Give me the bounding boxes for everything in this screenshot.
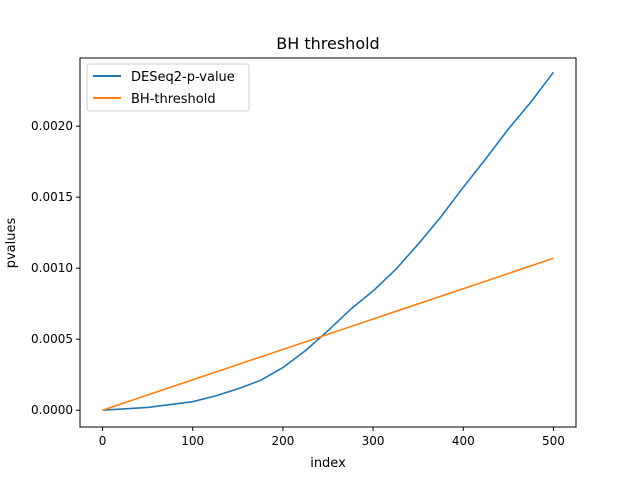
- series-line-1: [102, 257, 554, 411]
- y-tick-label: 0.0015: [31, 190, 73, 204]
- x-tick-label: 0: [99, 434, 107, 448]
- y-tick-label: 0.0010: [31, 261, 73, 275]
- x-tick-label: 200: [271, 434, 294, 448]
- x-tick-label: 100: [181, 434, 204, 448]
- axes-frame: [79, 57, 577, 428]
- x-tick-label: 300: [362, 434, 385, 448]
- y-axis: 0.0000 0.0005 0.0010 0.0015 0.0020: [31, 119, 80, 417]
- x-axis-label: index: [310, 456, 346, 471]
- legend: DESeq2-p-value BH-threshold: [86, 63, 250, 112]
- x-tick-label: 500: [542, 434, 565, 448]
- y-tick-label: 0.0020: [31, 119, 73, 133]
- plot-area: [102, 71, 555, 411]
- x-tick-label: 400: [452, 434, 475, 448]
- x-axis: 0 100 200 300 400 500: [99, 427, 565, 448]
- legend-label-deseq2: DESeq2-p-value: [131, 70, 235, 85]
- y-axis-label: pvalues: [4, 218, 19, 269]
- chart-title: BH threshold: [276, 34, 379, 53]
- legend-label-bh: BH-threshold: [131, 92, 216, 107]
- legend-box: [86, 63, 250, 112]
- series-line-0: [102, 71, 555, 411]
- y-tick-label: 0.0005: [31, 332, 73, 346]
- y-tick-label: 0.0000: [31, 403, 73, 417]
